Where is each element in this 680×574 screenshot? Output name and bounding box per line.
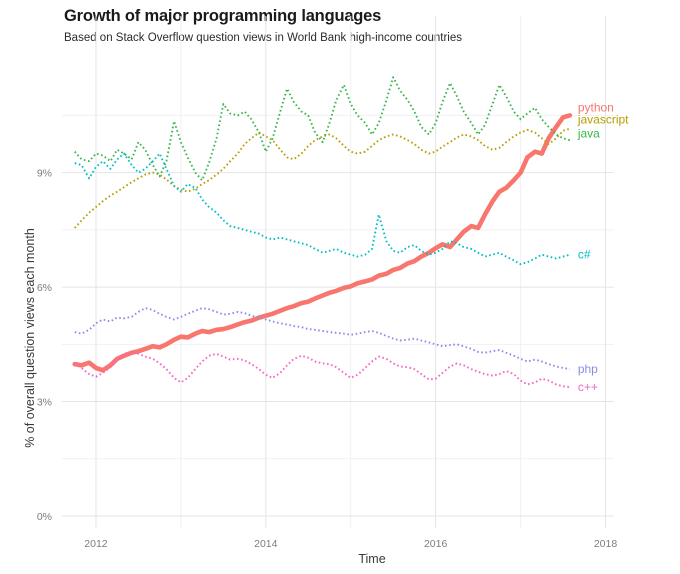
minor-gridlines	[62, 16, 614, 528]
y-tick-label: 3%	[37, 397, 52, 409]
x-tick-label: 2014	[254, 538, 278, 550]
series-lines	[72, 76, 573, 388]
series-line-csharp	[74, 152, 571, 266]
y-tick-label: 6%	[37, 282, 52, 294]
series-line-javascript	[74, 127, 571, 229]
series-label-javascript: javascript	[577, 112, 629, 126]
y-tick-label: 9%	[37, 168, 52, 180]
series-label-csharp: c#	[578, 248, 591, 262]
x-axis-title: Time	[358, 552, 385, 566]
x-tick-label: 2016	[424, 538, 448, 550]
series-line-java	[74, 76, 571, 182]
page-title: Growth of major programming languages	[64, 7, 382, 25]
series-line-python	[72, 113, 573, 373]
series-label-php: php	[578, 362, 598, 376]
x-tick-label: 2012	[84, 538, 108, 550]
x-tick-label: 2018	[594, 538, 618, 550]
series-line-php	[74, 307, 570, 371]
y-tick-label: 0%	[37, 511, 52, 523]
series-label-cpp: c++	[578, 380, 598, 394]
major-gridlines	[62, 16, 614, 528]
y-axis-ticks: 0% 3% 6% 9%	[37, 168, 52, 523]
series-label-python: python	[578, 100, 614, 114]
page-subtitle: Based on Stack Overflow question views i…	[64, 32, 463, 44]
x-axis-ticks: 2012 2014 2016 2018	[84, 538, 617, 550]
y-axis-title: % of overall question views each month	[23, 228, 37, 448]
series-label-java: java	[577, 126, 600, 140]
series-line-cpp	[74, 351, 570, 388]
